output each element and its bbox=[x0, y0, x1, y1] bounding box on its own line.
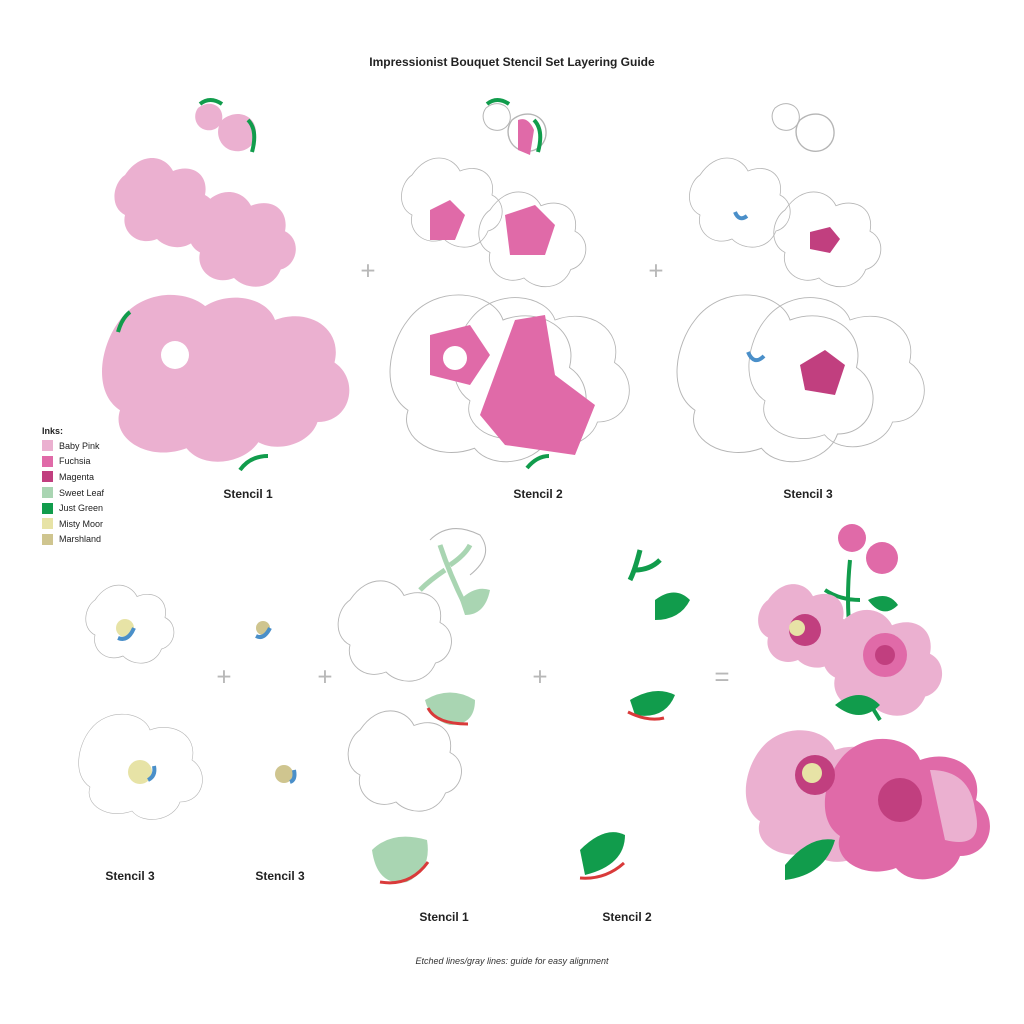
legend-label: Marshland bbox=[59, 534, 102, 545]
stencil-3-small-panels bbox=[78, 584, 297, 820]
legend-label: Fuchsia bbox=[59, 456, 91, 467]
label-stencil-2: Stencil 2 bbox=[602, 910, 652, 924]
final-bouquet bbox=[745, 524, 990, 880]
stencil-2-panel bbox=[389, 98, 630, 470]
ink-legend: Inks: Baby Pink Fuchsia Magenta Sweet Le… bbox=[42, 426, 104, 547]
legend-label: Misty Moor bbox=[59, 518, 104, 529]
legend-item: Magenta bbox=[42, 469, 104, 485]
plus-operator: + bbox=[216, 661, 232, 692]
legend-item: Baby Pink bbox=[42, 438, 104, 454]
swatch bbox=[42, 471, 53, 483]
swatch bbox=[42, 455, 53, 467]
swatch bbox=[42, 533, 53, 545]
legend-item: Misty Moor bbox=[42, 516, 104, 532]
label-stencil-3: Stencil 3 bbox=[255, 869, 305, 883]
stencil-1-panel bbox=[102, 98, 350, 472]
page-title: Impressionist Bouquet Stencil Set Layeri… bbox=[369, 55, 655, 69]
swatch bbox=[42, 518, 53, 530]
legend-item: Sweet Leaf bbox=[42, 485, 104, 501]
label-stencil-3: Stencil 3 bbox=[105, 869, 155, 883]
stencil-1-leaves-panel bbox=[337, 528, 490, 885]
swatch bbox=[42, 502, 53, 514]
stencil-3-panel bbox=[676, 103, 925, 463]
plus-operator: + bbox=[360, 255, 376, 286]
label-stencil-2: Stencil 2 bbox=[513, 487, 563, 501]
label-stencil-3: Stencil 3 bbox=[783, 487, 833, 501]
stencil-2-leaves-panel bbox=[579, 549, 690, 880]
legend-item: Just Green bbox=[42, 500, 104, 516]
plus-operator: + bbox=[317, 661, 333, 692]
plus-operator: + bbox=[532, 661, 548, 692]
legend-label: Sweet Leaf bbox=[59, 487, 105, 498]
legend-item: Fuchsia bbox=[42, 454, 104, 470]
label-stencil-1: Stencil 1 bbox=[419, 910, 469, 924]
legend-label: Magenta bbox=[59, 471, 95, 482]
swatch bbox=[42, 487, 53, 499]
legend-heading: Inks: bbox=[42, 426, 64, 436]
label-stencil-1: Stencil 1 bbox=[223, 487, 273, 501]
equals-operator: = bbox=[714, 661, 730, 692]
footnote: Etched lines/gray lines: guide for easy … bbox=[415, 956, 609, 966]
legend-item: Marshland bbox=[42, 532, 104, 548]
legend-label: Baby Pink bbox=[59, 440, 100, 451]
plus-operator: + bbox=[648, 255, 664, 286]
swatch bbox=[42, 440, 53, 452]
legend-label: Just Green bbox=[59, 503, 104, 514]
